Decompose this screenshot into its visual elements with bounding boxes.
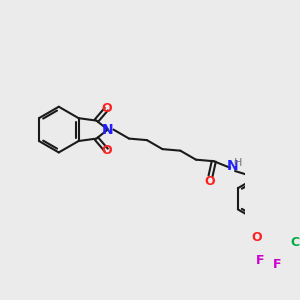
Text: O: O [101,144,112,157]
Text: O: O [204,175,215,188]
Text: N: N [102,123,114,136]
Text: F: F [273,258,282,271]
Text: O: O [101,102,112,115]
Text: Cl: Cl [290,236,300,249]
Text: H: H [234,158,242,168]
Text: N: N [227,159,239,173]
Text: O: O [251,231,262,244]
Text: F: F [256,254,265,267]
